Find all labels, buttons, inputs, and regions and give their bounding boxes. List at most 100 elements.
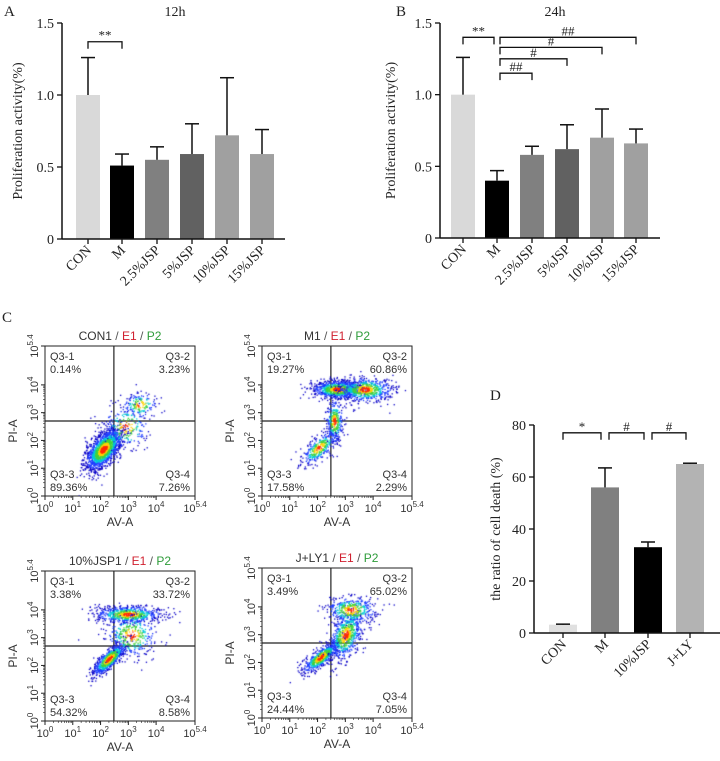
y-axis-label: PI-A [223, 419, 237, 442]
panel-label-b: B [396, 4, 406, 20]
y-tick-label: 20 [512, 575, 526, 590]
tick-exponent: 4 [26, 376, 35, 381]
x-tick-label: 103 [120, 725, 137, 740]
y-tick-label: 100 [243, 709, 258, 726]
flow-scatter-dots [45, 346, 195, 496]
x-tick-label: 101 [64, 725, 81, 740]
x-tick-label: 100 [37, 725, 54, 740]
tick-base: 10 [92, 728, 104, 740]
flow-plot-title: CON1 / E1 / P2 [79, 329, 162, 343]
title-part: CON1 [79, 329, 113, 343]
y-tick-label: 103 [243, 404, 258, 421]
y-tick-label: 103 [243, 626, 258, 643]
tick-exponent: 4 [243, 598, 252, 603]
x-tick-label: 15%JSP [599, 242, 643, 286]
title-part: P2 [147, 329, 162, 343]
y-tick-label: 104 [26, 601, 41, 618]
tick-exponent: 5.4 [26, 334, 35, 346]
tick-exponent: 3 [243, 404, 252, 409]
x-axis-label: AV-A [107, 740, 133, 754]
tick-base: 10 [246, 437, 258, 449]
x-tick-label: J+LY [665, 637, 697, 669]
title-part: M1 [304, 329, 321, 343]
tick-base: 10 [29, 634, 41, 646]
y-tick-label: 100 [26, 487, 41, 504]
tick-exponent: 3 [132, 725, 137, 734]
x-tick-label: 103 [337, 500, 354, 515]
tick-exponent: 0 [243, 487, 252, 492]
tick-exponent: 2 [243, 654, 252, 659]
x-tick-label: 104 [148, 725, 165, 740]
tick-base: 10 [120, 728, 132, 740]
tick-exponent: 3 [349, 500, 354, 509]
bar-10%JSP [590, 137, 614, 238]
tick-exponent: 5.4 [196, 500, 208, 509]
title-separator: / [146, 554, 156, 568]
tick-base: 10 [29, 345, 41, 357]
title-part: E1 [339, 551, 354, 565]
bar-CON [76, 95, 100, 239]
significance-label: # [666, 419, 673, 434]
tick-base: 10 [29, 464, 41, 476]
y-tick-label: 105.4 [26, 559, 41, 583]
y-tick-label: 105.4 [243, 556, 258, 580]
x-axis-label: AV-A [324, 515, 350, 529]
bar-15%JSP [624, 143, 648, 238]
y-tick-label: 1.0 [415, 89, 433, 104]
y-tick-label: 60 [512, 471, 526, 486]
x-tick-label: 105.4 [400, 722, 424, 737]
title-separator: / [112, 329, 122, 343]
y-tick-label: 0 [425, 232, 432, 247]
tick-base: 10 [337, 725, 349, 737]
x-tick-label: M [109, 243, 129, 263]
title-separator: / [321, 329, 331, 343]
significance-bracket [499, 72, 533, 81]
flow-plot-title: 10%JSP1 / E1 / P2 [69, 554, 171, 568]
x-tick-label: 100 [254, 722, 271, 737]
title-part: P2 [355, 329, 370, 343]
x-tick-label: 100 [254, 500, 271, 515]
y-tick-label: 0 [47, 233, 54, 248]
bar-2.5%JSP [520, 154, 544, 238]
tick-base: 10 [29, 717, 41, 729]
significance-label: # [548, 33, 555, 48]
y-tick-label: 1.0 [37, 89, 55, 104]
y-tick-label: 104 [26, 376, 41, 393]
title-separator: / [137, 329, 147, 343]
title-part: J+LY1 [296, 551, 330, 565]
tick-exponent: 2 [104, 500, 109, 509]
significance-bracket [499, 46, 603, 55]
x-tick-label: 102 [309, 722, 326, 737]
y-tick-label: 1.5 [415, 17, 433, 32]
tick-exponent: 0 [243, 709, 252, 714]
y-tick-label: 102 [243, 654, 258, 671]
tick-base: 10 [337, 503, 349, 515]
tick-base: 10 [246, 659, 258, 671]
tick-base: 10 [400, 725, 412, 737]
tick-base: 10 [29, 606, 41, 618]
bar-M [591, 487, 619, 633]
panel-label-a: A [4, 4, 15, 20]
x-tick-label: 100 [37, 500, 54, 515]
tick-exponent: 2 [26, 657, 35, 662]
y-tick-label: 104 [243, 598, 258, 615]
significance-label: # [623, 419, 630, 434]
tick-exponent: 4 [377, 500, 382, 509]
tick-base: 10 [246, 714, 258, 726]
significance-bracket [499, 36, 637, 45]
tick-base: 10 [29, 570, 41, 582]
tick-base: 10 [246, 603, 258, 615]
tick-exponent: 2 [321, 500, 326, 509]
x-tick-label: 102 [92, 725, 109, 740]
tick-exponent: 5.4 [196, 725, 208, 734]
y-tick-label: 103 [26, 629, 41, 646]
tick-base: 10 [365, 503, 377, 515]
y-tick-label: 80 [512, 419, 526, 434]
x-tick-label: 101 [281, 500, 298, 515]
tick-base: 10 [246, 492, 258, 504]
panel-label-d: D [490, 388, 501, 404]
tick-base: 10 [29, 437, 41, 449]
x-tick-label: 15%JSP [225, 243, 269, 287]
